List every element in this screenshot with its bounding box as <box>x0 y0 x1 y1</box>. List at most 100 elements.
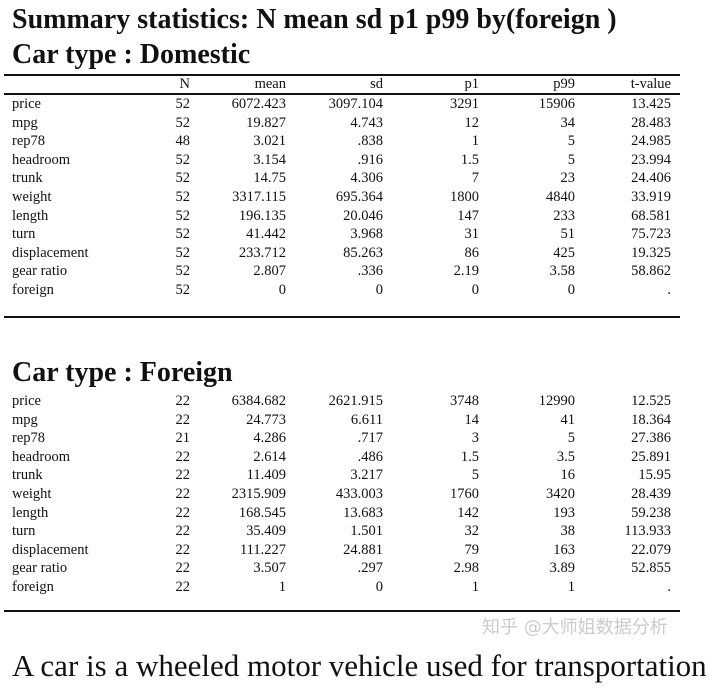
table-row: length 22 168.545 13.683 142 193 59.238 <box>4 504 680 523</box>
stat-value: 233.712 <box>238 244 286 261</box>
stat-value: 12 <box>464 114 480 131</box>
stat-value: 0 <box>567 281 575 298</box>
stat-value: 22 <box>175 541 191 558</box>
variable-name: trunk <box>12 467 43 484</box>
stat-value: 35.409 <box>246 523 286 540</box>
table-top-rule <box>4 74 680 76</box>
column-header: t-value <box>630 76 671 92</box>
stat-value: . <box>667 578 671 595</box>
stat-value: 1800 <box>450 188 479 205</box>
stat-value: 24.406 <box>631 170 671 187</box>
stat-value: 113.933 <box>624 523 671 540</box>
table-row: mpg 52 19.827 4.743 12 34 28.483 <box>4 114 680 133</box>
stat-value: 1 <box>471 133 479 150</box>
stat-value: 1 <box>567 578 575 595</box>
stat-value: 3.89 <box>549 560 575 577</box>
stat-value: 3291 <box>450 96 479 112</box>
stat-value: 0 <box>375 281 383 298</box>
stat-value: 6072.423 <box>231 96 286 112</box>
stat-value: 22 <box>175 523 191 540</box>
variable-name: displacement <box>12 541 89 558</box>
stat-value: 22.079 <box>631 541 671 558</box>
table-row: foreign 52 0 0 0 0. <box>4 281 680 300</box>
variable-name: price <box>12 96 41 112</box>
stat-value: 68.581 <box>631 207 671 224</box>
variable-name: rep78 <box>12 133 46 150</box>
table-row: headroom 22 2.614 .486 1.5 3.5 25.891 <box>4 448 680 467</box>
variable-name: length <box>12 207 49 224</box>
table-row: rep78 48 3.021 .838 1 5 24.985 <box>4 132 680 151</box>
stat-value: 41.442 <box>246 226 286 243</box>
variable-name: mpg <box>12 411 38 428</box>
stat-value: 1 <box>278 578 286 595</box>
column-header: sd <box>370 76 383 92</box>
stat-value: 52 <box>175 281 191 298</box>
table-row: foreign 22 1 0 1 1. <box>4 578 680 597</box>
stat-value: 3420 <box>546 485 575 502</box>
stat-value: 20.046 <box>343 207 383 224</box>
stat-value: 22 <box>175 467 191 484</box>
table-row: turn 52 41.442 3.968 31 51 75.723 <box>4 225 680 244</box>
watermark: 知乎 @大师姐数据分析 <box>482 617 668 638</box>
stat-value: 0 <box>375 578 383 595</box>
stat-value: 52 <box>175 226 191 243</box>
stat-value: 24.773 <box>246 411 286 428</box>
stat-value: 59.238 <box>631 504 671 521</box>
stat-value: 5 <box>567 151 575 168</box>
column-header: p1 <box>464 76 480 92</box>
table-row: price 52 6072.423 3097.104 3291 15906 13.425 <box>4 95 680 114</box>
table-row: displacement 52 233.712 85.263 86 425 19.325 <box>4 244 680 263</box>
stat-value: 425 <box>553 244 575 261</box>
stat-value: 2.19 <box>453 263 479 280</box>
stat-value: 33.919 <box>631 188 671 205</box>
table-row: gear ratio 52 2.807 .336 2.19 3.58 58.862 <box>4 262 680 281</box>
stat-value: 19.827 <box>246 114 286 131</box>
stat-value: 23 <box>560 170 576 187</box>
stat-value: 3317.115 <box>232 188 286 205</box>
stat-value: 28.483 <box>631 114 671 131</box>
stat-value: 52 <box>175 170 191 187</box>
stat-value: 22 <box>175 393 191 409</box>
variable-name: displacement <box>12 244 89 261</box>
stat-value: 51 <box>560 226 576 243</box>
stat-value: .717 <box>357 430 383 447</box>
stat-value: .336 <box>357 263 383 280</box>
stat-value: 3.154 <box>253 151 286 168</box>
variable-name: turn <box>12 523 36 540</box>
stat-value: . <box>667 281 671 298</box>
table-row: displacement 22 111.227 24.881 79 163 22.079 <box>4 541 680 560</box>
stat-value: 58.862 <box>631 263 671 280</box>
variable-name: turn <box>12 226 36 243</box>
stat-value: 168.545 <box>238 504 286 521</box>
footer-caption: A car is a wheeled motor vehicle used fo… <box>12 648 707 683</box>
table-row: price 22 6384.682 2621.915 3748 12990 12.525 <box>4 392 680 411</box>
table-row: turn 22 35.409 1.501 32 38 113.933 <box>4 522 680 541</box>
group-heading-domestic: Car type : Domestic <box>12 39 251 70</box>
stat-value: 22 <box>175 448 191 465</box>
stat-value: 2315.909 <box>231 485 286 502</box>
stat-value: 18.364 <box>631 411 671 428</box>
stat-value: 16 <box>560 467 576 484</box>
domestic-table: price 52 6072.423 3097.104 3291 15906 13.425 mp… <box>4 95 680 300</box>
stat-value: 22 <box>175 560 191 577</box>
stat-value: 48 <box>175 133 191 150</box>
stat-value: 3.968 <box>350 226 383 243</box>
stat-value: 12990 <box>538 393 575 409</box>
stat-value: 23.994 <box>631 151 671 168</box>
stat-value: 13.425 <box>631 96 671 112</box>
stat-value: 3.507 <box>253 560 286 577</box>
stat-value: 163 <box>553 541 575 558</box>
stat-value: 52 <box>175 96 191 112</box>
variable-name: mpg <box>12 114 38 131</box>
stat-value: 2621.915 <box>328 393 383 409</box>
stat-value: 433.003 <box>335 485 383 502</box>
stat-value: 52 <box>175 151 191 168</box>
stat-value: 38 <box>560 523 576 540</box>
stat-value: 14 <box>464 411 480 428</box>
foreign-table: price 22 6384.682 2621.915 3748 12990 12.525 mp… <box>4 392 680 597</box>
stat-value: 111.227 <box>239 541 286 558</box>
variable-name: trunk <box>12 170 43 187</box>
stat-value: 3.021 <box>253 133 286 150</box>
stat-value: 0 <box>471 281 479 298</box>
